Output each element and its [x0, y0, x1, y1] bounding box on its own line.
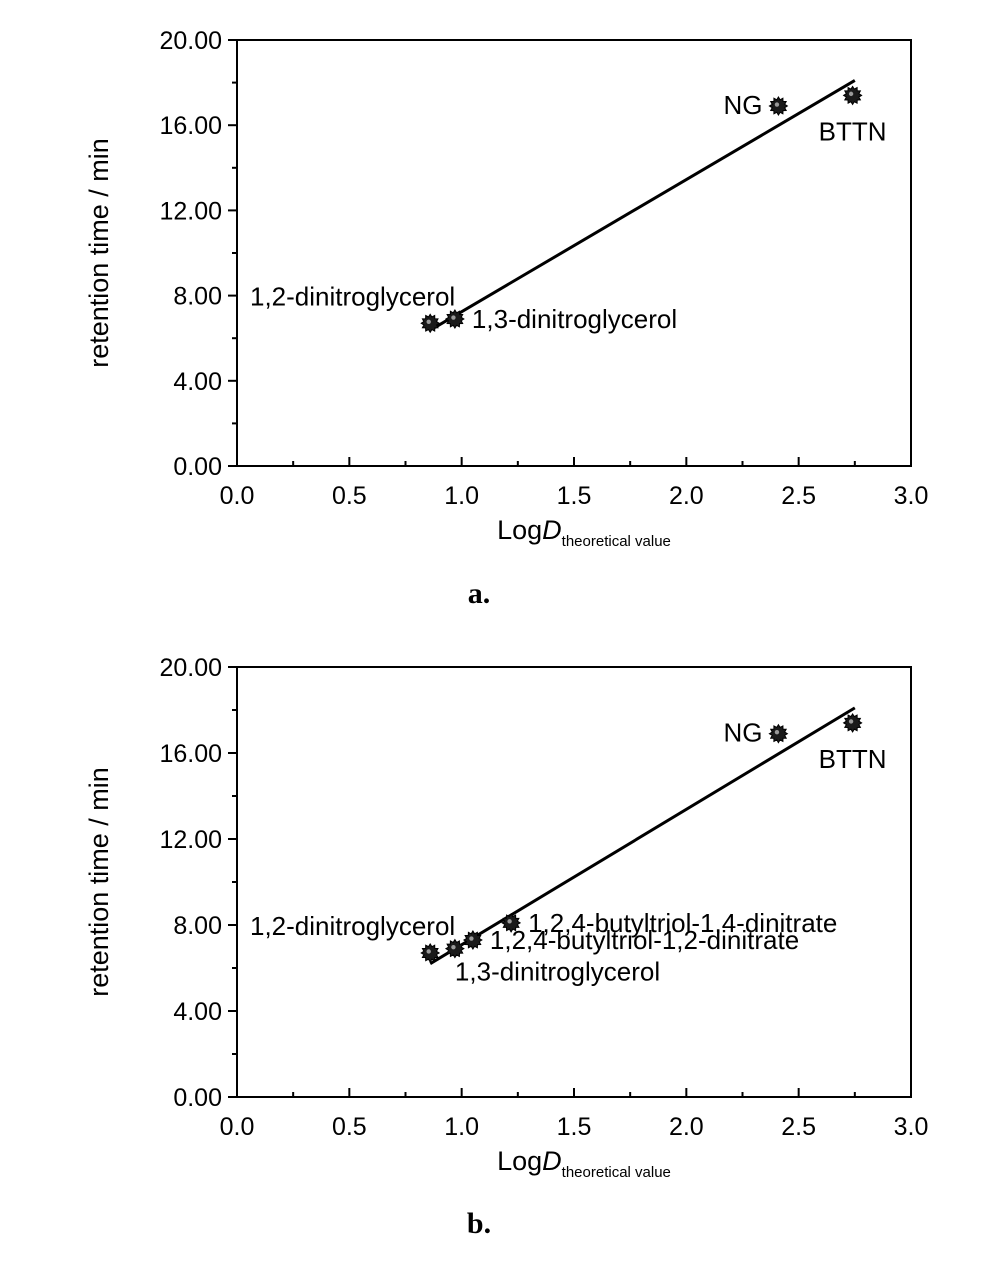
point-label: 1,3-dinitroglycerol — [455, 957, 660, 987]
y-tick-label: 0.00 — [173, 453, 222, 481]
data-point-highlight — [451, 315, 456, 320]
x-tick-label: 0.5 — [332, 482, 367, 510]
panel-caption: b. — [467, 1207, 491, 1240]
point-label: 1,3-dinitroglycerol — [472, 304, 677, 334]
point-label: 1,2-dinitroglycerol — [250, 281, 455, 311]
x-tick-label: 0.5 — [332, 1113, 367, 1141]
x-tick-label: 0.0 — [220, 482, 255, 510]
y-tick-label: 16.00 — [159, 740, 222, 768]
data-point-highlight — [426, 319, 431, 324]
point-label: NG — [723, 90, 762, 120]
chart-panel-a: 0.0 0.5 1.0 1.5 2.0 2.5 3.0 0.00 4.00 8.00 12.00 16… — [84, 27, 928, 610]
x-tick-label: 1.5 — [557, 482, 592, 510]
data-point-highlight — [451, 944, 456, 950]
data-point-highlight — [469, 936, 474, 941]
x-axis-label: LogDtheoretical value — [497, 515, 671, 550]
x-axis-label: LogDtheoretical value — [497, 1146, 671, 1181]
x-tick-label: 1.0 — [444, 482, 479, 510]
data-point-highlight — [774, 729, 780, 735]
x-tick-label: 0.0 — [220, 1113, 255, 1141]
y-tick-label: 4.00 — [173, 998, 222, 1026]
y-tick-label: 8.00 — [173, 283, 222, 311]
plot-frame — [236, 666, 912, 1098]
y-tick-label: 20.00 — [159, 27, 222, 55]
point-label: NG — [723, 718, 762, 748]
data-point-highlight — [848, 719, 854, 724]
x-tick-label: 1.5 — [557, 1113, 592, 1141]
y-axis-label: retention time / min — [84, 138, 114, 368]
data-point-highlight — [774, 102, 780, 107]
data-point-highlight — [848, 91, 854, 97]
point-label: BTTN — [819, 744, 887, 774]
fit-line — [429, 706, 856, 965]
y-tick-label: 20.00 — [159, 654, 222, 682]
x-tick-label: 2.0 — [669, 482, 704, 510]
x-tick-label: 2.5 — [781, 1113, 816, 1141]
y-tick-label: 12.00 — [159, 197, 222, 225]
y-tick-label: 12.00 — [159, 826, 222, 854]
y-axis-label: retention time / min — [84, 767, 114, 997]
point-label: 1,2-dinitroglycerol — [250, 911, 455, 941]
y-tick-label: 8.00 — [173, 912, 222, 940]
data-point-highlight — [507, 919, 512, 924]
point-label: 1,2,4-butyltriol-1,2-dinitrate — [490, 925, 799, 955]
x-tick-label: 1.0 — [444, 1113, 479, 1141]
x-tick-label: 2.0 — [669, 1113, 704, 1141]
y-tick-label: 16.00 — [159, 112, 222, 140]
x-tick-label: 2.5 — [781, 482, 816, 510]
chart-panel-b: 0.0 0.5 1.0 1.5 2.0 2.5 3.0 0.00 4.00 8.00 12.00 16… — [84, 654, 928, 1240]
plot-frame — [236, 39, 912, 467]
panel-caption: a. — [468, 577, 491, 610]
x-tick-label: 3.0 — [894, 1113, 929, 1141]
data-point-highlight — [426, 949, 431, 954]
x-tick-label: 3.0 — [894, 482, 929, 510]
y-tick-label: 0.00 — [173, 1084, 222, 1112]
fit-line — [433, 79, 856, 329]
point-label: BTTN — [819, 116, 887, 146]
point-label: 1,2,4-butyltriol-1,4-dinitrate — [528, 908, 837, 938]
y-tick-label: 4.00 — [173, 368, 222, 396]
